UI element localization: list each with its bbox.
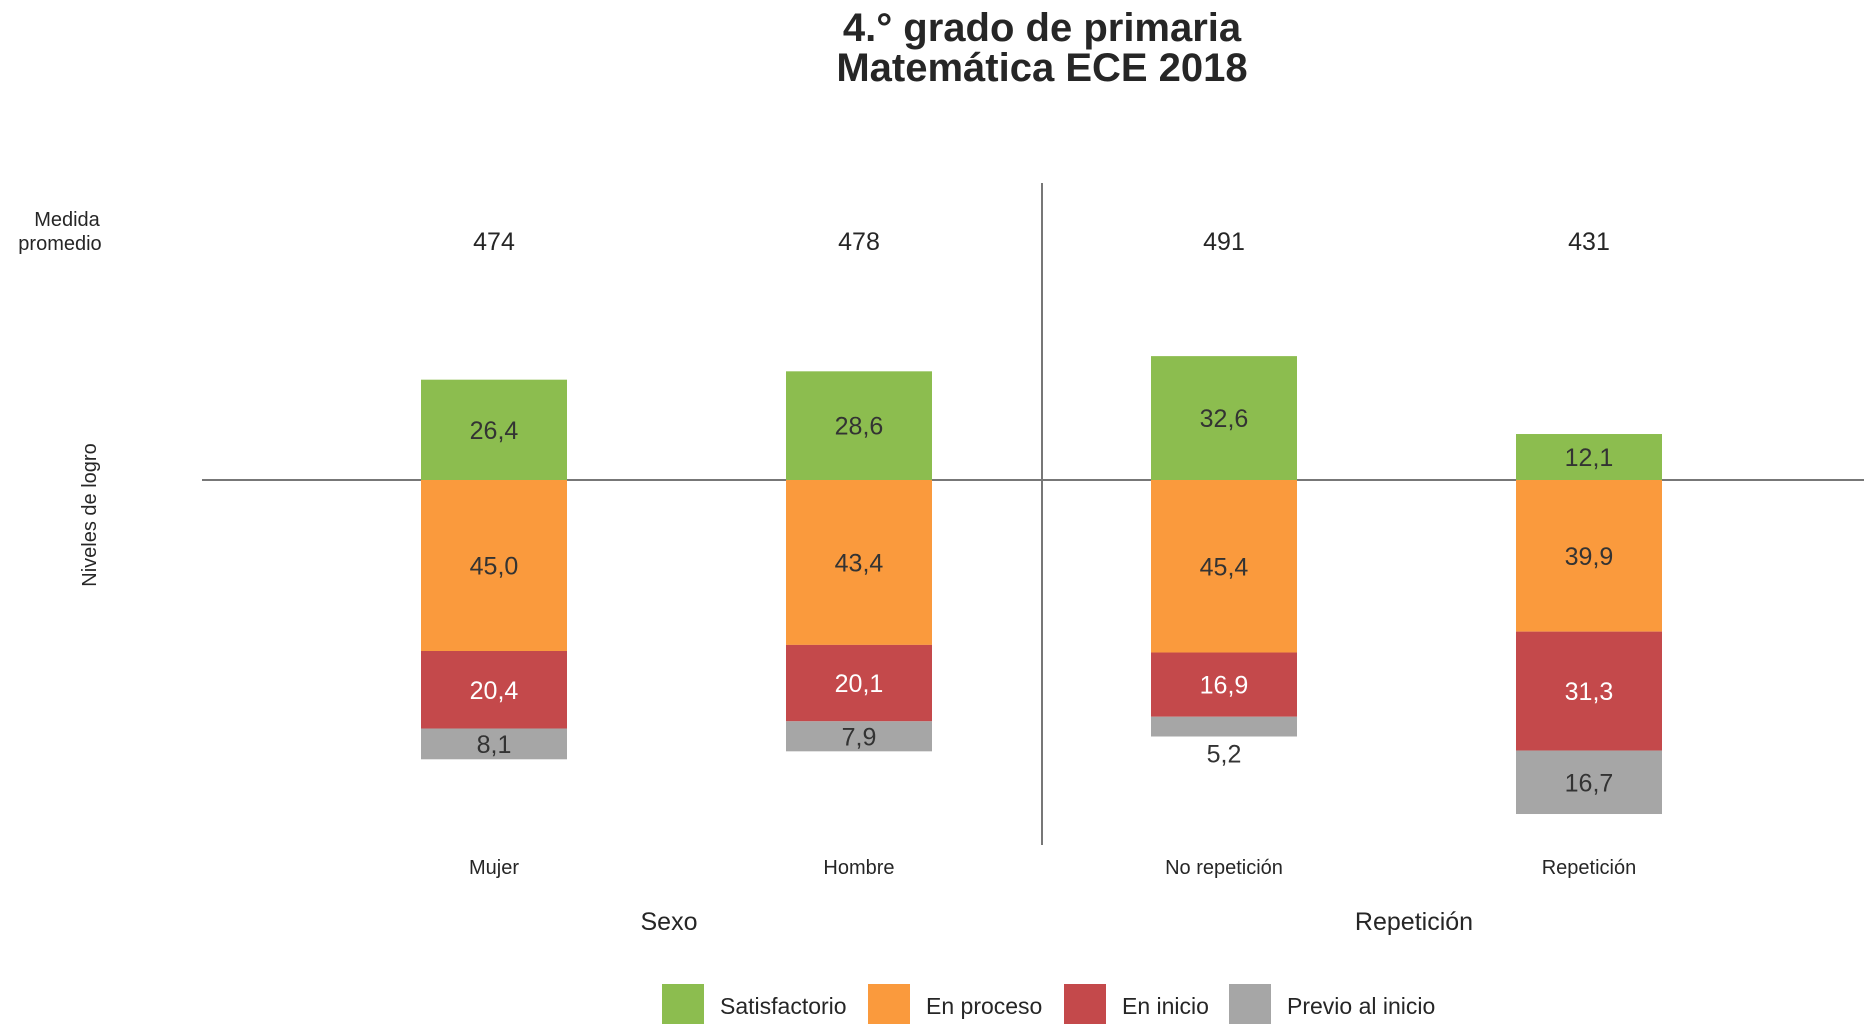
bar-label-en-proceso-1: 43,4 xyxy=(835,549,884,577)
mean-score-0: 474 xyxy=(473,228,515,256)
bar-satisfactorio-0 xyxy=(421,379,567,480)
bar-label-previo-al-inicio-1: 7,9 xyxy=(842,723,877,751)
legend-label-previo-al-inicio: Previo al inicio xyxy=(1287,993,1435,1019)
bar-satisfactorio-2 xyxy=(1151,356,1297,480)
mean-row-label-line2: promedio xyxy=(18,233,101,255)
legend-label-en-proceso: En proceso xyxy=(926,993,1042,1019)
bar-previo-al-inicio-3 xyxy=(1516,750,1662,815)
bar-en-inicio-2 xyxy=(1151,652,1297,717)
mean-score-1: 478 xyxy=(838,228,880,256)
legend-swatch-en-inicio xyxy=(1064,984,1106,1024)
category-label-2: No repetición xyxy=(1165,857,1283,879)
bar-previo-al-inicio-0 xyxy=(421,728,567,760)
mean-score-3: 431 xyxy=(1568,228,1610,256)
bar-satisfactorio-3 xyxy=(1516,434,1662,480)
category-label-3: Repetición xyxy=(1542,857,1637,879)
bar-en-proceso-2 xyxy=(1151,480,1297,653)
bar-previo-al-inicio-2 xyxy=(1151,716,1297,737)
mean-score-2: 491 xyxy=(1203,228,1245,256)
legend-swatch-en-proceso xyxy=(868,984,910,1024)
group-label-sexo: Sexo xyxy=(641,908,698,936)
legend-label-en-inicio: En inicio xyxy=(1122,993,1209,1019)
bars-layer: 474 Mujer 26,4 45,0 20,4 8,1 478 Hombre 28,6 43,4… xyxy=(421,228,1662,879)
bar-label-satisfactorio-1: 28,6 xyxy=(835,413,884,441)
legend: Satisfactorio En proceso En inicio Previo a… xyxy=(662,984,1435,1024)
bar-en-inicio-3 xyxy=(1516,631,1662,751)
bar-label-en-inicio-1: 20,1 xyxy=(835,670,884,698)
bar-satisfactorio-1 xyxy=(786,371,932,480)
bar-label-satisfactorio-2: 32,6 xyxy=(1200,405,1249,433)
chart-title: 4.° grado de primaria xyxy=(842,6,1242,50)
group-label-repeticion: Repetición xyxy=(1355,908,1473,936)
bar-en-inicio-1 xyxy=(786,644,932,722)
legend-swatch-satisfactorio xyxy=(662,984,704,1024)
bar-en-proceso-0 xyxy=(421,480,567,651)
bar-en-proceso-3 xyxy=(1516,480,1662,632)
bar-en-proceso-1 xyxy=(786,480,932,645)
bar-label-en-proceso-3: 39,9 xyxy=(1565,543,1614,571)
bar-previo-al-inicio-1 xyxy=(786,721,932,752)
bar-label-satisfactorio-0: 26,4 xyxy=(470,417,519,445)
bar-label-satisfactorio-3: 12,1 xyxy=(1565,444,1614,472)
category-label-1: Hombre xyxy=(823,857,894,879)
bar-label-en-proceso-0: 45,0 xyxy=(470,553,519,581)
legend-label-satisfactorio: Satisfactorio xyxy=(720,993,847,1019)
bar-label-en-inicio-0: 20,4 xyxy=(470,677,519,705)
bar-label-en-inicio-3: 31,3 xyxy=(1565,678,1614,706)
bar-label-previo-al-inicio-0: 8,1 xyxy=(477,731,512,759)
bar-label-en-inicio-2: 16,9 xyxy=(1200,672,1249,700)
mean-row-label-line1: Medida xyxy=(34,209,100,231)
bar-en-inicio-0 xyxy=(421,651,567,729)
bar-label-en-proceso-2: 45,4 xyxy=(1200,553,1249,581)
legend-swatch-previo-al-inicio xyxy=(1229,984,1271,1024)
category-label-0: Mujer xyxy=(469,857,519,879)
y-axis-label: Niveles de logro xyxy=(79,443,101,586)
bar-label-previo-al-inicio-3: 16,7 xyxy=(1565,769,1614,797)
chart-subtitle: Matemática ECE 2018 xyxy=(836,46,1248,90)
bar-label-previo-al-inicio-2: 5,2 xyxy=(1207,741,1242,769)
